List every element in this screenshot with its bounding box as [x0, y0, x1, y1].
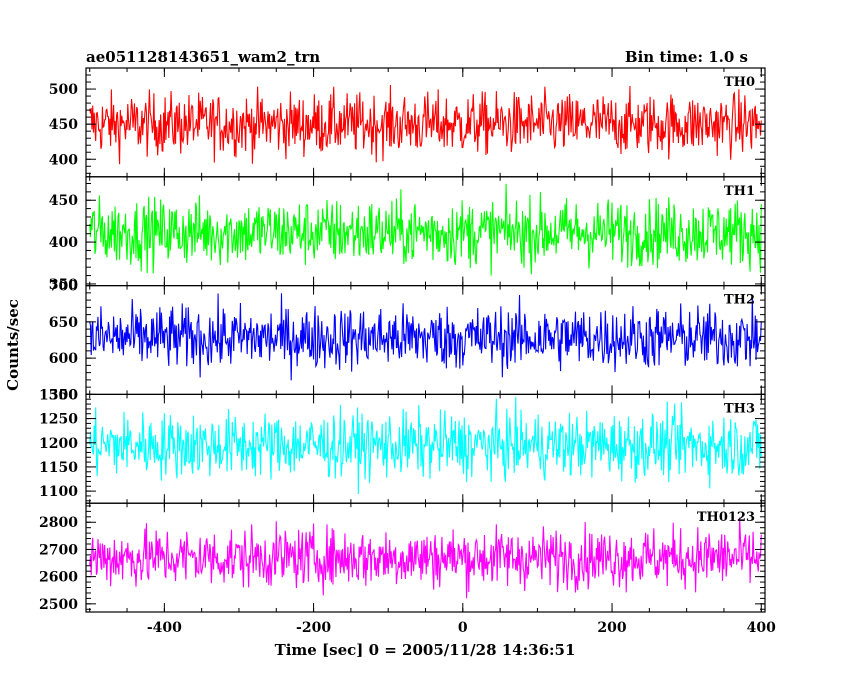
y-tick-label: 350 [49, 277, 78, 293]
y-tick-label: 1250 [39, 412, 78, 428]
y-tick-label: 450 [49, 193, 78, 209]
panel-th2: 550 600 650 700 TH2 [49, 279, 766, 403]
y-tick-label: 1100 [39, 484, 78, 500]
y-tick-label: 2500 [39, 597, 78, 613]
x-tick-label: 200 [597, 620, 626, 636]
series-line-th0123 [89, 517, 762, 599]
y-tick-label: 1300 [39, 387, 78, 403]
x-tick-label: 400 [747, 620, 776, 636]
x-tick-label: -200 [296, 620, 331, 636]
y-tick-label: 600 [49, 351, 78, 367]
series-label-th0123: TH0123 [697, 510, 755, 525]
series-line-th0 [89, 84, 762, 165]
y-tick-label: 400 [49, 235, 78, 251]
series-label-th2: TH2 [724, 293, 755, 308]
panel-th3: 1100 1150 1200 1250 1300 TH3 [39, 387, 766, 504]
series-line-th2 [89, 293, 762, 381]
panel-th0123: 2500 2600 2700 2800 TH0123 [39, 502, 766, 613]
y-tick-label: 400 [49, 152, 78, 168]
x-tick-label: -400 [147, 620, 182, 636]
x-axis-title: Time [sec] 0 = 2005/11/28 14:36:51 [275, 641, 576, 659]
panel-th0: 400 450 500 TH0 [49, 67, 766, 178]
y-tick-label: 700 [49, 279, 78, 295]
y-tick-label: 550 [49, 387, 78, 403]
chart-subtitle: Bin time: 1.0 s [625, 48, 748, 66]
y-tick-label: 2600 [39, 570, 78, 586]
x-tick-label: 0 [458, 620, 468, 636]
y-axis-title: Counts/sec [4, 299, 22, 391]
series-line-th1 [89, 183, 762, 276]
y-tick-label: 1200 [39, 436, 78, 452]
series-label-th1: TH1 [724, 184, 755, 199]
y-tick-label: 650 [49, 315, 78, 331]
panel-th1: 350 400 450 TH1 [49, 176, 766, 293]
y-tick-label: 2800 [39, 515, 78, 531]
y-tick-label: 450 [49, 117, 78, 133]
chart-title: ae051128143651_wam2_trn [86, 48, 320, 66]
series-label-th0: TH0 [724, 75, 755, 90]
y-tick-label: 1150 [39, 460, 78, 476]
series-label-th3: TH3 [724, 401, 755, 416]
y-tick-label: 2700 [39, 542, 78, 558]
panels: 400 450 500 TH0 350 400 450 TH1 550 600 650 700 TH2 1… [39, 67, 776, 636]
y-tick-label: 500 [49, 82, 78, 98]
series-line-th3 [89, 396, 762, 495]
